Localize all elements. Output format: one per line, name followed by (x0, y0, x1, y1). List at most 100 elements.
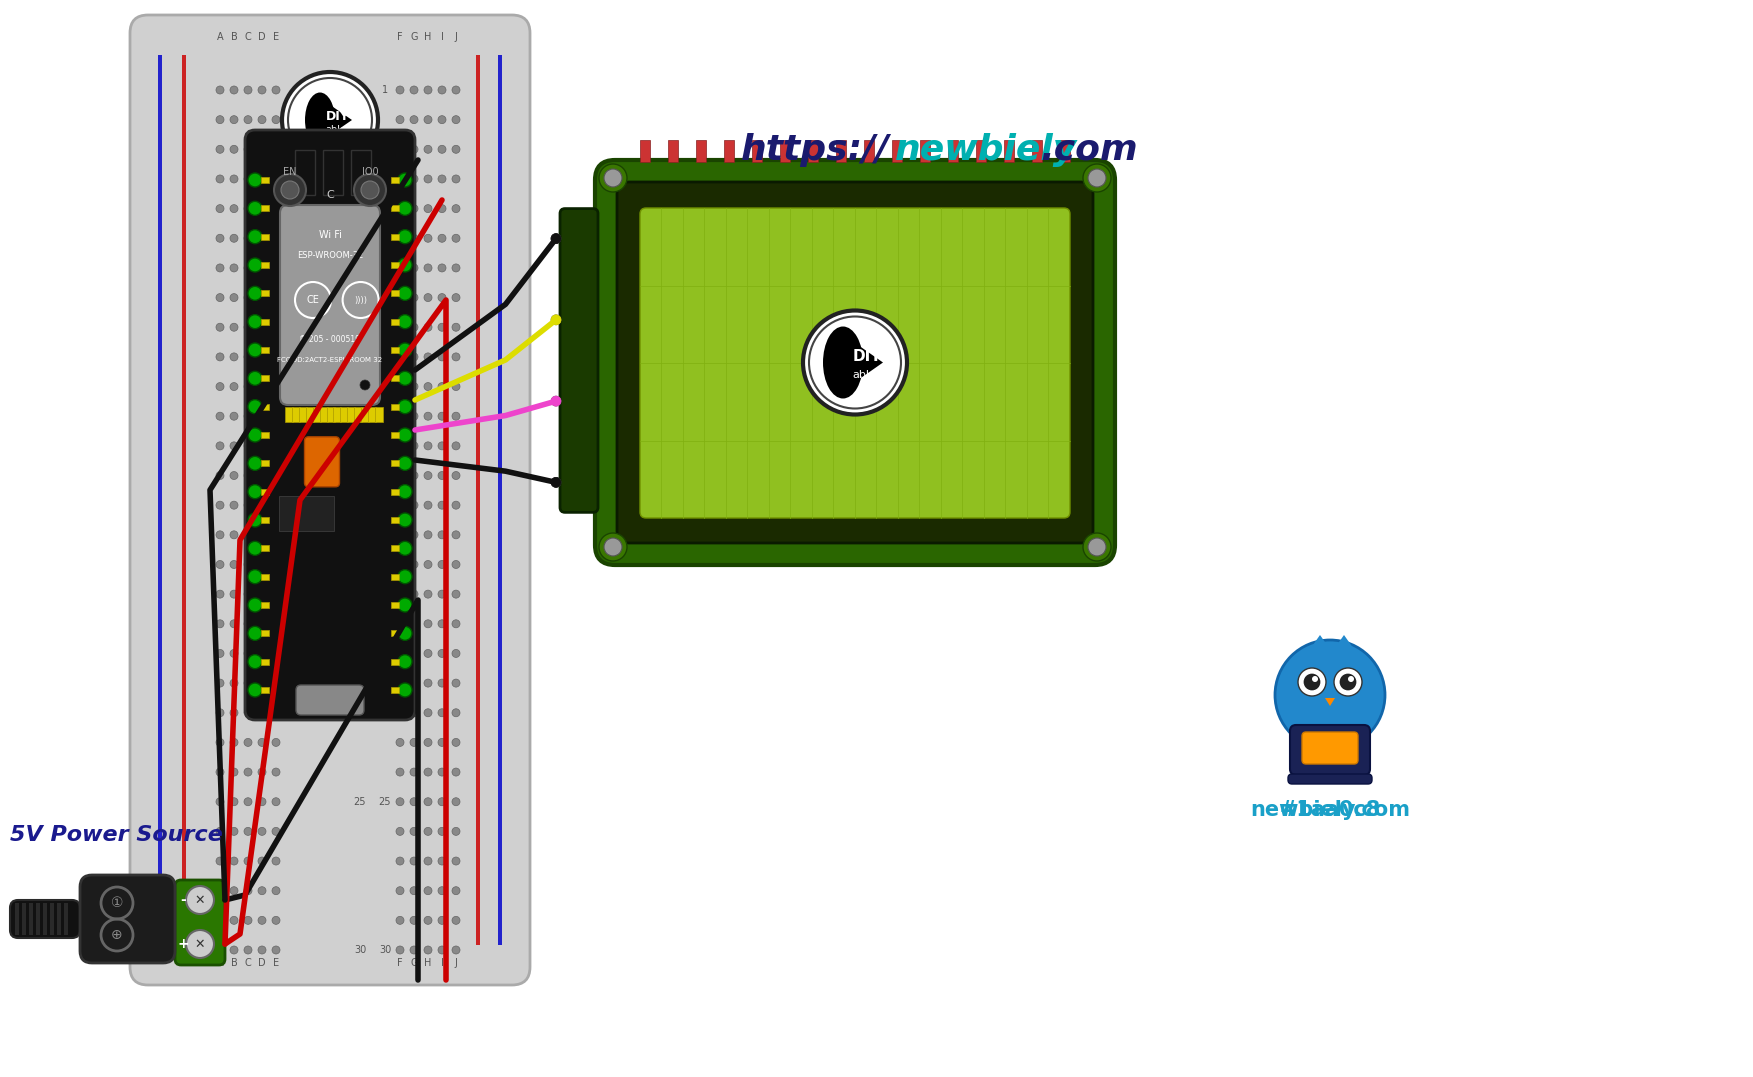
Bar (333, 407, 342, 422)
Circle shape (216, 501, 224, 509)
Circle shape (244, 115, 252, 124)
Text: FCC 9D:2ACT2-ESPWROOM 32: FCC 9D:2ACT2-ESPWROOM 32 (277, 356, 382, 363)
Circle shape (438, 323, 445, 332)
Bar (391, 630, 400, 637)
Circle shape (424, 174, 431, 183)
Circle shape (605, 538, 622, 556)
Circle shape (410, 709, 417, 717)
Circle shape (230, 560, 238, 569)
Circle shape (216, 205, 224, 212)
Circle shape (438, 442, 445, 450)
Circle shape (424, 798, 431, 806)
Circle shape (438, 264, 445, 271)
Circle shape (410, 501, 417, 509)
Text: 5: 5 (358, 204, 363, 213)
Bar (261, 630, 268, 637)
Circle shape (1083, 164, 1111, 192)
Circle shape (216, 768, 224, 777)
Bar (261, 291, 268, 296)
Circle shape (247, 570, 261, 584)
Bar (375, 407, 382, 422)
Text: 25: 25 (379, 797, 391, 807)
Circle shape (230, 501, 238, 509)
Circle shape (354, 174, 386, 206)
Circle shape (244, 917, 252, 924)
Circle shape (396, 886, 403, 895)
Circle shape (258, 115, 266, 124)
Bar (836, 140, 847, 162)
Circle shape (452, 323, 459, 332)
Circle shape (550, 314, 561, 325)
Circle shape (398, 173, 412, 187)
Circle shape (258, 353, 266, 361)
Circle shape (398, 314, 412, 328)
Circle shape (272, 145, 280, 153)
Circle shape (398, 485, 412, 499)
Circle shape (410, 946, 417, 954)
Circle shape (438, 531, 445, 538)
Circle shape (244, 709, 252, 717)
Circle shape (398, 428, 412, 442)
Circle shape (424, 353, 431, 361)
Circle shape (396, 531, 403, 538)
Text: ables: ables (852, 369, 882, 379)
Circle shape (230, 412, 238, 420)
Text: H: H (424, 959, 431, 968)
Circle shape (396, 86, 403, 94)
Circle shape (244, 590, 252, 598)
Circle shape (398, 229, 412, 243)
Bar (340, 407, 349, 422)
Circle shape (410, 680, 417, 687)
Circle shape (452, 649, 459, 657)
Circle shape (258, 680, 266, 687)
Circle shape (398, 286, 412, 300)
Circle shape (258, 264, 266, 271)
Text: ables: ables (324, 125, 351, 135)
Text: IO0: IO0 (361, 167, 379, 177)
Bar (51, 903, 54, 935)
Circle shape (272, 709, 280, 717)
Circle shape (258, 382, 266, 391)
Text: G: G (410, 32, 417, 42)
Circle shape (216, 917, 224, 924)
Circle shape (230, 382, 238, 391)
Circle shape (396, 946, 403, 954)
FancyBboxPatch shape (175, 880, 224, 965)
Circle shape (287, 78, 372, 162)
Polygon shape (843, 335, 884, 391)
Circle shape (216, 353, 224, 361)
Circle shape (272, 739, 280, 746)
Bar (391, 404, 400, 409)
FancyBboxPatch shape (617, 182, 1094, 543)
Circle shape (438, 917, 445, 924)
Bar (347, 407, 356, 422)
Circle shape (258, 798, 266, 806)
Circle shape (396, 739, 403, 746)
Circle shape (230, 205, 238, 212)
FancyBboxPatch shape (594, 160, 1115, 565)
Circle shape (600, 164, 628, 192)
Circle shape (808, 317, 901, 408)
Text: 30: 30 (379, 945, 391, 955)
Circle shape (452, 205, 459, 212)
Circle shape (244, 739, 252, 746)
Circle shape (424, 382, 431, 391)
Circle shape (244, 205, 252, 212)
Circle shape (398, 513, 412, 527)
Bar (892, 140, 903, 162)
Circle shape (247, 542, 261, 556)
Circle shape (438, 886, 445, 895)
Circle shape (244, 294, 252, 302)
Circle shape (244, 353, 252, 361)
Circle shape (396, 827, 403, 836)
Circle shape (424, 680, 431, 687)
Circle shape (410, 590, 417, 598)
Circle shape (258, 174, 266, 183)
Circle shape (550, 396, 561, 406)
Circle shape (244, 264, 252, 271)
Circle shape (396, 619, 403, 628)
FancyBboxPatch shape (280, 205, 380, 405)
Circle shape (438, 115, 445, 124)
Circle shape (424, 917, 431, 924)
Text: ® 205 - 000519: ® 205 - 000519 (300, 336, 361, 345)
